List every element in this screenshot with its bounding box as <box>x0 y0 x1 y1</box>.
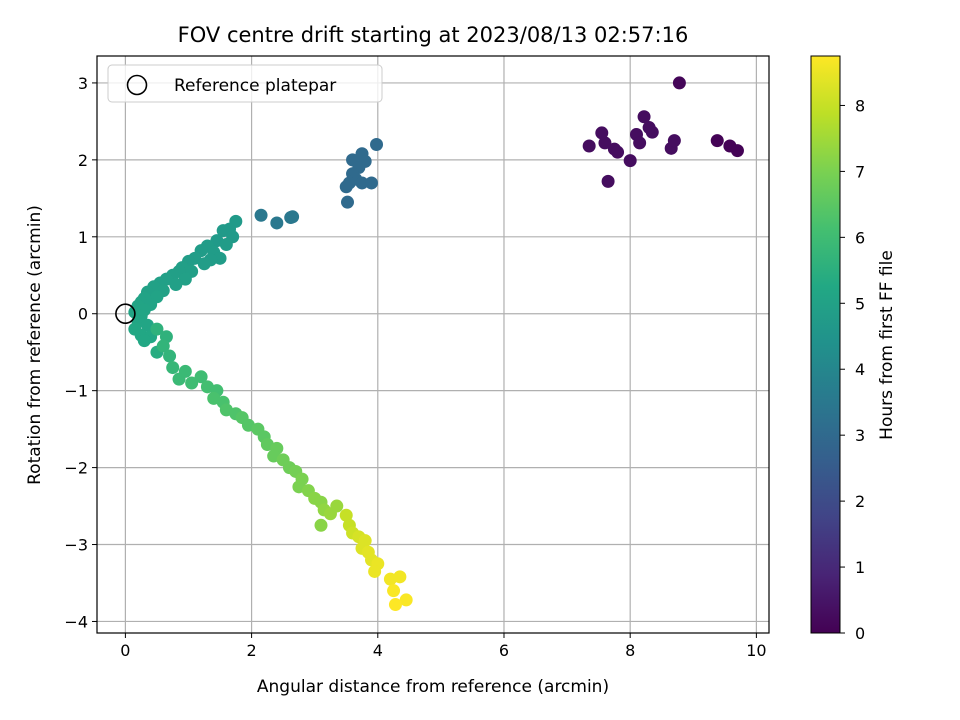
data-point <box>339 508 353 522</box>
legend-entry: Reference platepar <box>174 76 336 96</box>
y-tick-label: −1 <box>64 382 88 401</box>
data-point <box>370 137 384 151</box>
data-point <box>330 499 344 513</box>
colorbar-label: Hours from first FF file <box>877 250 897 440</box>
colorbar-tick-label: 2 <box>855 492 865 511</box>
data-point <box>163 349 177 363</box>
data-point <box>341 195 355 209</box>
grid-lines <box>97 56 769 633</box>
reference-point <box>115 303 136 325</box>
colorbar-ticks: 0 1 2 3 4 5 6 7 8 <box>840 96 865 643</box>
scatter-points <box>115 76 744 612</box>
data-point <box>137 334 151 348</box>
legend-box <box>107 64 383 103</box>
data-point <box>368 564 382 578</box>
y-tick-label: 0 <box>78 305 88 324</box>
y-tick-label: −4 <box>64 612 88 631</box>
colorbar-tick-label: 7 <box>855 162 865 181</box>
x-tick-label: 0 <box>120 641 130 660</box>
data-point <box>623 154 637 168</box>
data-point <box>178 364 192 378</box>
colorbar-tick-label: 3 <box>855 426 865 445</box>
data-point <box>595 126 609 140</box>
data-point <box>286 210 300 224</box>
x-axis-label: Angular distance from reference (arcmin) <box>257 677 609 697</box>
data-point <box>355 176 369 190</box>
x-tick-label: 4 <box>373 641 383 660</box>
data-point <box>166 361 180 375</box>
y-tick-label: 1 <box>78 228 88 247</box>
colorbar: 0 1 2 3 4 5 6 7 8 Hours from first FF file <box>810 55 897 643</box>
data-point <box>387 584 401 598</box>
data-point <box>216 224 230 238</box>
data-point <box>364 176 378 190</box>
x-axis-ticks: 0 2 4 6 8 10 <box>120 633 767 660</box>
data-point <box>667 134 681 148</box>
data-point <box>393 570 407 584</box>
data-point <box>254 208 268 222</box>
colorbar-tick-label: 0 <box>855 624 865 643</box>
colorbar-tick-label: 5 <box>855 294 865 313</box>
data-point <box>388 598 402 612</box>
x-tick-label: 8 <box>625 641 635 660</box>
y-axis-label: Rotation from reference (arcmin) <box>25 205 45 485</box>
data-point <box>178 272 192 286</box>
y-tick-label: −2 <box>64 459 88 478</box>
plot-background <box>97 56 769 633</box>
data-point <box>730 144 744 158</box>
colorbar-tick-label: 1 <box>855 558 865 577</box>
data-point <box>642 121 656 135</box>
data-point <box>270 216 284 230</box>
data-point <box>314 518 328 532</box>
data-point <box>582 139 596 153</box>
colorbar-tick-label: 4 <box>855 360 865 379</box>
y-tick-label: 3 <box>78 74 88 93</box>
colorbar-tick-label: 8 <box>855 96 865 115</box>
data-point <box>219 237 233 251</box>
data-point <box>399 593 413 607</box>
legend-marker-icon <box>126 74 148 96</box>
axes-frame <box>96 55 770 634</box>
colorbar-tick-label: 6 <box>855 228 865 247</box>
x-tick-label: 2 <box>246 641 256 660</box>
y-tick-label: 2 <box>78 151 88 170</box>
plot-area <box>97 56 769 633</box>
data-point <box>637 110 651 124</box>
colorbar-gradient <box>810 55 841 634</box>
data-point <box>601 174 615 188</box>
data-point <box>710 134 724 148</box>
y-tick-label: −3 <box>64 536 88 555</box>
chart-title: FOV centre drift starting at 2023/08/13 … <box>178 23 689 47</box>
x-tick-label: 6 <box>499 641 509 660</box>
data-point <box>156 339 170 353</box>
data-point <box>150 322 164 336</box>
data-point <box>611 145 625 159</box>
data-point <box>672 76 686 90</box>
y-axis-ticks: −4 −3 −2 −1 0 1 2 3 <box>64 74 97 631</box>
x-tick-label: 10 <box>746 641 766 660</box>
data-point <box>197 257 211 271</box>
plot-frame <box>96 55 770 634</box>
data-point <box>339 180 353 194</box>
legend: Reference platepar <box>107 64 383 103</box>
data-point <box>633 136 647 150</box>
data-point <box>185 376 199 390</box>
data-point <box>169 277 183 291</box>
data-point <box>194 370 208 384</box>
data-point <box>598 136 612 150</box>
